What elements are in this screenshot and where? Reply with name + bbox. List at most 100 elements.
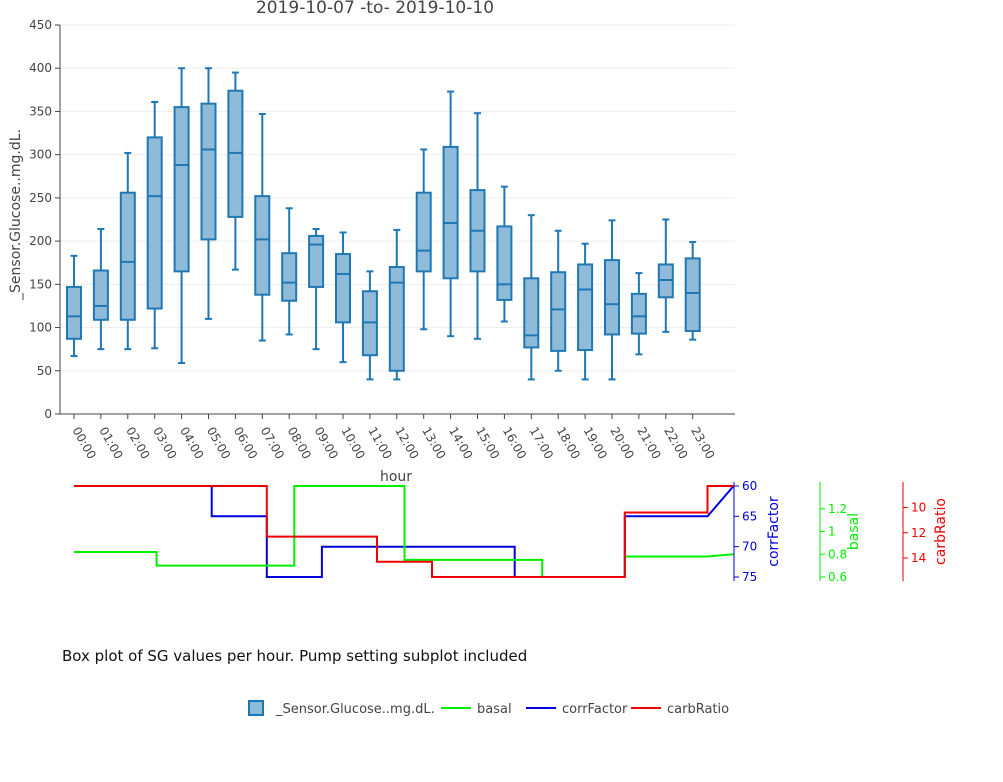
box-16:00[interactable] — [496, 185, 513, 323]
box-plot-x-ticks: 00:0001:0002:0003:0004:0005:0006:0007:00… — [69, 414, 718, 462]
box-13:00[interactable] — [415, 148, 432, 331]
tick-label: 1.2 — [828, 502, 847, 516]
x-tick-label: 14:00 — [446, 425, 475, 462]
x-tick-label: 02:00 — [123, 425, 152, 462]
box-20:00[interactable] — [604, 219, 620, 381]
iqr-box[interactable] — [92, 269, 109, 321]
x-tick-label: 01:00 — [96, 425, 125, 462]
legend-item-basal[interactable]: basal — [441, 702, 512, 717]
x-tick-label: 17:00 — [527, 425, 556, 462]
y-tick-label: 400 — [29, 61, 52, 75]
legend-box-swatch — [248, 700, 264, 716]
tick-label: 1 — [828, 525, 836, 539]
box-12:00[interactable] — [388, 228, 405, 381]
iqr-box[interactable] — [173, 106, 190, 273]
x-tick-label: 07:00 — [258, 425, 287, 462]
x-tick-label: 06:00 — [231, 425, 260, 462]
iqr-box[interactable] — [254, 195, 271, 296]
pump-settings-lines[interactable] — [74, 485, 735, 578]
box-03:00[interactable] — [146, 100, 163, 350]
box-14:00[interactable] — [442, 90, 459, 338]
iqr-box[interactable] — [415, 191, 432, 273]
x-tick-label: 15:00 — [473, 425, 502, 462]
chart-legend[interactable]: _Sensor.Glucose..mg.dL. basal corrFactor ca… — [248, 700, 729, 717]
box-21:00[interactable] — [630, 272, 647, 356]
y-tick-label: 250 — [29, 191, 52, 205]
x-tick-label: 00:00 — [69, 425, 98, 462]
y-tick-label: 50 — [37, 364, 52, 378]
box-19:00[interactable] — [577, 242, 594, 381]
basal-line[interactable] — [74, 485, 734, 578]
y-tick-label: 300 — [29, 148, 52, 162]
iqr-box[interactable] — [335, 253, 351, 324]
iqr-box[interactable] — [496, 225, 513, 301]
box-02:00[interactable] — [119, 151, 136, 351]
iqr-box[interactable] — [66, 285, 82, 340]
y-tick-label: 100 — [29, 321, 52, 335]
box-04:00[interactable] — [173, 67, 190, 364]
box-18:00[interactable] — [550, 229, 567, 372]
y-tick-label: 450 — [29, 18, 52, 32]
x-tick-label: 21:00 — [634, 425, 663, 462]
tick-label: 10 — [911, 500, 926, 514]
iqr-box[interactable] — [523, 277, 540, 349]
legend-label: basal — [477, 702, 512, 717]
iqr-box[interactable] — [684, 257, 701, 333]
box-05:00[interactable] — [200, 67, 217, 320]
iqr-box[interactable] — [281, 252, 298, 302]
legend-item-_Sensor.Glucose..mg.dL.[interactable]: _Sensor.Glucose..mg.dL. — [248, 700, 435, 717]
x-tick-label: 16:00 — [500, 425, 529, 462]
tick-label: 70 — [742, 540, 757, 554]
x-tick-label: 03:00 — [150, 425, 179, 462]
box-09:00[interactable] — [308, 228, 325, 351]
legend-item-carbRatio[interactable]: carbRatio — [631, 702, 729, 717]
box-plot-y-ticks: 0 50 100 150 200 250 300 350 400 450 — [29, 18, 60, 421]
iqr-box[interactable] — [200, 102, 217, 241]
legend-label: carbRatio — [667, 702, 729, 717]
basal-axis-title: basal — [846, 513, 862, 550]
y-tick-label: 150 — [29, 277, 52, 291]
iqr-box[interactable] — [577, 263, 594, 352]
box-17:00[interactable] — [523, 214, 540, 381]
tick-label: 65 — [742, 509, 757, 523]
y-tick-label: 0 — [44, 407, 52, 421]
iqr-box[interactable] — [550, 271, 567, 352]
iqr-box[interactable] — [442, 145, 459, 280]
box-00:00[interactable] — [66, 254, 82, 358]
box-01:00[interactable] — [92, 228, 109, 351]
y-tick-label: 200 — [29, 234, 52, 248]
box-07:00[interactable] — [254, 113, 271, 342]
box-10:00[interactable] — [335, 231, 351, 364]
x-tick-label: 04:00 — [177, 425, 206, 462]
x-tick-label: 13:00 — [419, 425, 448, 462]
x-tick-label: 19:00 — [581, 425, 610, 462]
iqr-box[interactable] — [146, 136, 163, 310]
box-plot-gridlines — [60, 24, 735, 372]
x-tick-label: 10:00 — [338, 425, 367, 462]
carbRatio-line[interactable] — [74, 485, 734, 578]
tick-label: 14 — [911, 551, 926, 565]
y-axis-title: _Sensor.Glucose..mg.dL. — [8, 129, 24, 301]
carbRatio-axis-title: carbRatio — [933, 498, 949, 565]
iqr-box[interactable] — [119, 191, 136, 321]
chart-title: 2019-10-07 -to- 2019-10-10 — [256, 0, 494, 18]
iqr-box[interactable] — [388, 266, 405, 372]
legend-item-corrFactor[interactable]: corrFactor — [526, 702, 628, 717]
box-08:00[interactable] — [281, 207, 298, 336]
iqr-box[interactable] — [630, 292, 647, 335]
box-15:00[interactable] — [469, 112, 486, 340]
corrFactor-axis: 60 65 70 75 corrFactor — [733, 479, 782, 584]
x-tick-label: 11:00 — [365, 425, 394, 462]
box-plot-boxes[interactable] — [66, 67, 701, 381]
iqr-box[interactable] — [604, 259, 620, 336]
box-06:00[interactable] — [227, 71, 244, 271]
iqr-box[interactable] — [308, 234, 325, 288]
x-tick-label: 09:00 — [312, 425, 341, 462]
box-11:00[interactable] — [361, 270, 378, 381]
box-22:00[interactable] — [657, 218, 674, 333]
box-23:00[interactable] — [684, 240, 701, 341]
